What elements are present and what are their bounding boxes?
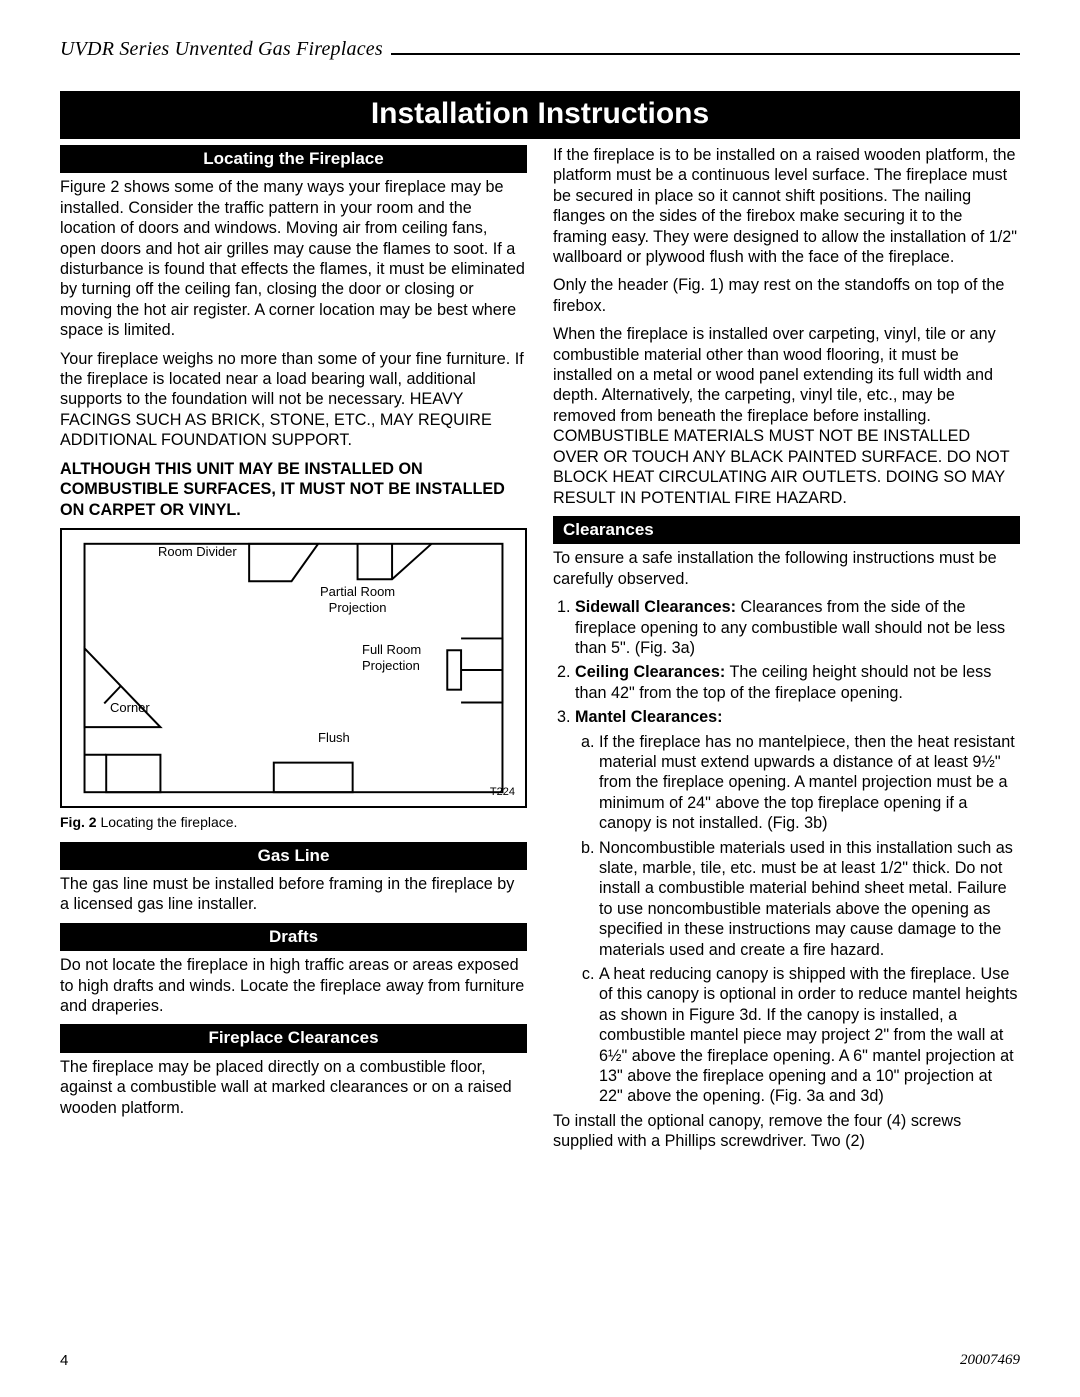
left-column: Locating the Fireplace Figure 2 shows so… (60, 145, 527, 1160)
hdr-clearances: Clearances (553, 516, 1020, 544)
lbl-room-divider: Room Divider (158, 544, 237, 560)
locating-p1: Figure 2 shows some of the many ways you… (60, 177, 527, 340)
lbl-tnum: T224 (490, 786, 515, 800)
series-title: UVDR Series Unvented Gas Fireplaces (60, 38, 383, 61)
right-p3: When the fireplace is installed over car… (553, 324, 1020, 508)
right-column: If the fireplace is to be installed on a… (553, 145, 1020, 1160)
fpclear-p: The fireplace may be placed directly on … (60, 1057, 527, 1118)
gasline-p: The gas line must be installed before fr… (60, 874, 527, 915)
clear-intro: To ensure a safe installation the follow… (553, 548, 1020, 589)
lbl-corner: Corner (110, 700, 150, 716)
right-p2: Only the header (Fig. 1) may rest on the… (553, 275, 1020, 316)
hdr-fpclear: Fireplace Clearances (60, 1024, 527, 1052)
page-number: 4 (60, 1352, 68, 1369)
li3b: Noncombustible materials used in this in… (599, 838, 1020, 960)
lbl-flush: Flush (318, 730, 350, 746)
clearance-li3: Mantel Clearances: If the fireplace has … (575, 707, 1020, 1107)
li3c: A heat reducing canopy is shipped with t… (599, 964, 1020, 1107)
footer: 4 20007469 (60, 1352, 1020, 1369)
locating-p3: ALTHOUGH THIS UNIT MAY BE INSTALLED ON C… (60, 459, 527, 520)
li1-bold: Sidewall Clearances: (575, 598, 736, 616)
fig2-caption-b: Fig. 2 (60, 814, 97, 830)
drafts-p: Do not locate the fireplace in high traf… (60, 955, 527, 1016)
right-p-end: To install the optional canopy, remove t… (553, 1111, 1020, 1152)
title-rule (391, 53, 1020, 55)
right-p1: If the fireplace is to be installed on a… (553, 145, 1020, 267)
locating-p2: Your fireplace weighs no more than some … (60, 349, 527, 451)
clearance-list: Sidewall Clearances: Clearances from the… (553, 597, 1020, 1107)
clearance-li2: Ceiling Clearances: The ceiling height s… (575, 662, 1020, 703)
li3a: If the fireplace has no mantelpiece, the… (599, 732, 1020, 834)
columns: Locating the Fireplace Figure 2 shows so… (60, 145, 1020, 1160)
figure-2-svg (62, 530, 525, 806)
figure-2: Room Divider Partial Room Projection Ful… (60, 528, 527, 808)
fig2-caption: Fig. 2 Locating the fireplace. (60, 814, 527, 832)
hdr-drafts: Drafts (60, 923, 527, 951)
clearance-li1: Sidewall Clearances: Clearances from the… (575, 597, 1020, 658)
hdr-gasline: Gas Line (60, 842, 527, 870)
li3-bold: Mantel Clearances: (575, 708, 723, 726)
lbl-partial: Partial Room Projection (320, 584, 395, 617)
lbl-full: Full Room Projection (362, 642, 421, 675)
li2-bold: Ceiling Clearances: (575, 663, 725, 681)
fig2-caption-t: Locating the fireplace. (97, 814, 238, 830)
header-row: UVDR Series Unvented Gas Fireplaces (60, 38, 1020, 61)
hdr-locating: Locating the Fireplace (60, 145, 527, 173)
mantel-sublist: If the fireplace has no mantelpiece, the… (575, 732, 1020, 1107)
doc-number: 20007469 (960, 1352, 1020, 1369)
main-title: Installation Instructions (60, 91, 1020, 139)
